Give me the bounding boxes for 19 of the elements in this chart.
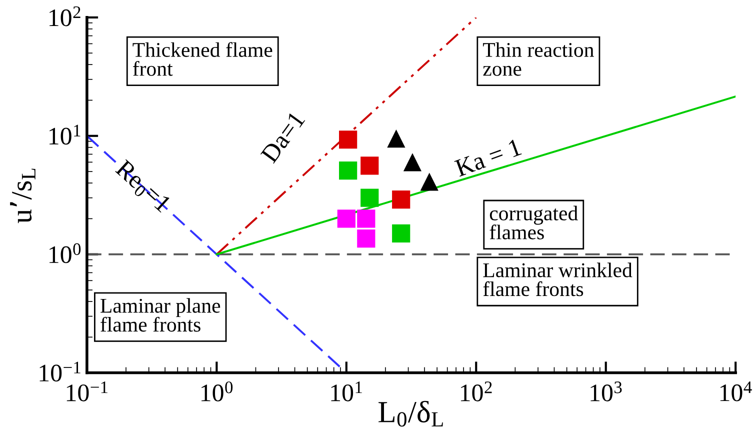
annotation: Ka = 1 [454, 138, 522, 177]
y-tick-label: 10$^{1}$ [50, 124, 80, 145]
y-tick-label: 10$^{−1}$ [40, 362, 80, 382]
x-tick-label: 10$^{2}$ [460, 381, 492, 402]
x-axis-title: L$_{0}$/δ$_{L}$ [378, 400, 443, 427]
annotation: Laminar wrinkled flame fronts [483, 262, 632, 296]
annotation: Thickened flame front [132, 42, 272, 76]
annotation: corrugated flames [490, 206, 578, 240]
annotation: Thin reaction zone [482, 42, 594, 76]
y-axis-title: u’/s$_{L}$ [10, 168, 36, 224]
x-tick-label: 10$^{1}$ [331, 381, 362, 402]
x-tick-label: 10$^{−1}$ [66, 381, 108, 402]
annotation: Laminar plane flame fronts [100, 298, 220, 332]
annotation: Re$_{0}$=1 [112, 159, 172, 216]
y-tick-label: 10$^{0}$ [50, 243, 81, 264]
x-tick-label: 10$^{4}$ [720, 381, 752, 402]
x-tick-label: 10$^{0}$ [201, 381, 233, 402]
x-tick-label: 10$^{3}$ [590, 381, 622, 402]
y-tick-label: 10$^{2}$ [50, 6, 80, 26]
